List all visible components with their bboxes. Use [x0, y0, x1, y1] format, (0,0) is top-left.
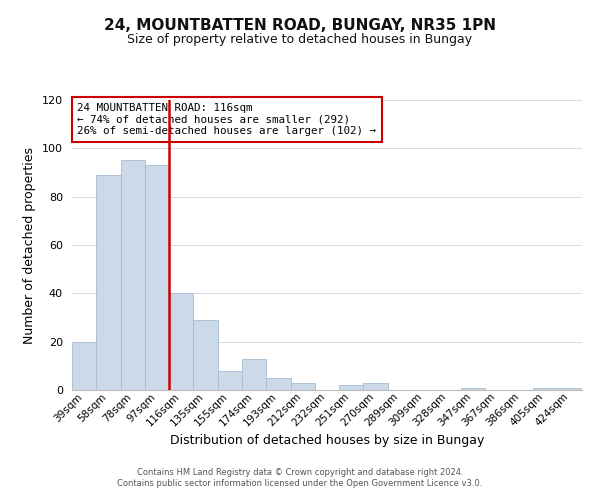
Bar	[558, 388, 582, 390]
Text: Contains HM Land Registry data © Crown copyright and database right 2024.
Contai: Contains HM Land Registry data © Crown c…	[118, 468, 482, 487]
Bar	[72, 342, 96, 390]
Bar	[242, 358, 266, 390]
Bar	[364, 383, 388, 390]
Bar	[145, 166, 169, 390]
Bar	[193, 320, 218, 390]
Bar	[96, 175, 121, 390]
Bar	[533, 388, 558, 390]
Bar	[121, 160, 145, 390]
Y-axis label: Number of detached properties: Number of detached properties	[23, 146, 36, 344]
Bar	[339, 385, 364, 390]
Bar	[218, 370, 242, 390]
Bar	[461, 388, 485, 390]
X-axis label: Distribution of detached houses by size in Bungay: Distribution of detached houses by size …	[170, 434, 484, 447]
Bar	[169, 294, 193, 390]
Text: 24 MOUNTBATTEN ROAD: 116sqm
← 74% of detached houses are smaller (292)
26% of se: 24 MOUNTBATTEN ROAD: 116sqm ← 74% of det…	[77, 103, 376, 136]
Bar	[266, 378, 290, 390]
Text: Size of property relative to detached houses in Bungay: Size of property relative to detached ho…	[127, 32, 473, 46]
Bar	[290, 383, 315, 390]
Text: 24, MOUNTBATTEN ROAD, BUNGAY, NR35 1PN: 24, MOUNTBATTEN ROAD, BUNGAY, NR35 1PN	[104, 18, 496, 32]
